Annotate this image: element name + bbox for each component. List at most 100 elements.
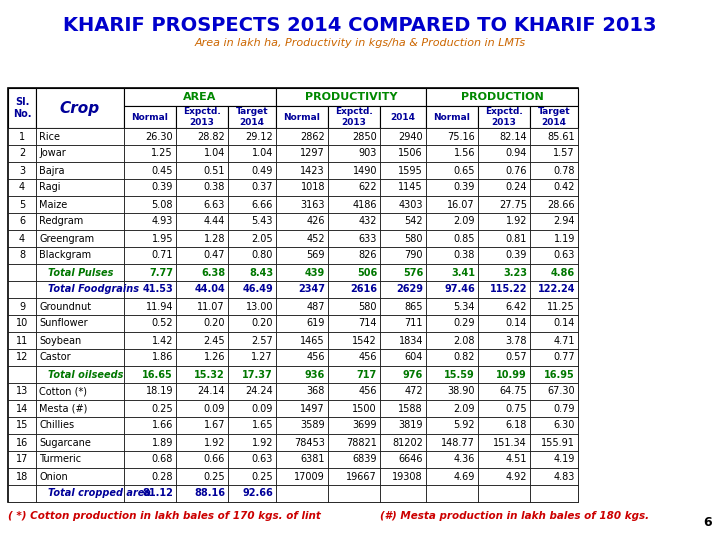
Text: 580: 580 xyxy=(359,301,377,312)
Text: 27.75: 27.75 xyxy=(499,199,527,210)
Text: 1.65: 1.65 xyxy=(251,421,273,430)
Bar xyxy=(36,264,124,281)
Bar xyxy=(176,434,228,451)
Text: Jowar: Jowar xyxy=(39,148,66,159)
Text: 6.18: 6.18 xyxy=(505,421,527,430)
Text: AREA: AREA xyxy=(184,92,217,102)
Bar xyxy=(176,145,228,162)
Bar xyxy=(228,434,276,451)
Text: 16.95: 16.95 xyxy=(544,369,575,380)
Bar xyxy=(380,366,426,383)
Text: 67.30: 67.30 xyxy=(547,387,575,396)
Bar xyxy=(478,128,530,145)
Text: 24.14: 24.14 xyxy=(197,387,225,396)
Bar xyxy=(530,400,578,417)
Bar xyxy=(8,88,36,128)
Bar xyxy=(8,298,36,315)
Text: 28.82: 28.82 xyxy=(197,132,225,141)
Bar xyxy=(124,264,176,281)
Bar xyxy=(176,332,228,349)
Text: 0.39: 0.39 xyxy=(505,251,527,260)
Text: 38.90: 38.90 xyxy=(448,387,475,396)
Bar xyxy=(478,434,530,451)
Text: 1.25: 1.25 xyxy=(151,148,173,159)
Text: Cotton (*): Cotton (*) xyxy=(39,387,87,396)
Text: 5.08: 5.08 xyxy=(151,199,173,210)
Text: 0.68: 0.68 xyxy=(152,455,173,464)
Text: 4: 4 xyxy=(19,233,25,244)
Text: 11.25: 11.25 xyxy=(547,301,575,312)
Bar xyxy=(380,162,426,179)
Text: Chillies: Chillies xyxy=(39,421,74,430)
Text: 3.78: 3.78 xyxy=(505,335,527,346)
Text: 41.53: 41.53 xyxy=(143,285,173,294)
Text: 81202: 81202 xyxy=(392,437,423,448)
Bar xyxy=(124,213,176,230)
Bar xyxy=(276,162,328,179)
Text: 0.76: 0.76 xyxy=(505,165,527,176)
Bar xyxy=(36,383,124,400)
Bar xyxy=(36,417,124,434)
Bar xyxy=(228,213,276,230)
Bar xyxy=(426,88,578,106)
Bar xyxy=(124,179,176,196)
Bar xyxy=(276,332,328,349)
Text: 0.45: 0.45 xyxy=(151,165,173,176)
Bar xyxy=(328,383,380,400)
Bar xyxy=(530,366,578,383)
Text: 6839: 6839 xyxy=(353,455,377,464)
Bar xyxy=(8,400,36,417)
Text: 15.59: 15.59 xyxy=(444,369,475,380)
Text: 82.14: 82.14 xyxy=(500,132,527,141)
Bar xyxy=(276,434,328,451)
Text: 1: 1 xyxy=(19,132,25,141)
Bar xyxy=(36,366,124,383)
Text: 3589: 3589 xyxy=(300,421,325,430)
Text: Soybean: Soybean xyxy=(39,335,81,346)
Text: Crop: Crop xyxy=(60,100,100,116)
Bar xyxy=(276,88,426,106)
Bar xyxy=(478,298,530,315)
Text: 0.63: 0.63 xyxy=(554,251,575,260)
Bar xyxy=(176,366,228,383)
Bar xyxy=(328,106,380,128)
Text: 13: 13 xyxy=(16,387,28,396)
Bar xyxy=(36,213,124,230)
Text: 5: 5 xyxy=(19,199,25,210)
Text: Maize: Maize xyxy=(39,199,67,210)
Bar xyxy=(36,281,124,298)
Text: Normal: Normal xyxy=(433,112,470,122)
Bar xyxy=(36,451,124,468)
Bar xyxy=(478,162,530,179)
Bar xyxy=(124,145,176,162)
Bar xyxy=(276,196,328,213)
Bar xyxy=(276,451,328,468)
Text: 0.65: 0.65 xyxy=(454,165,475,176)
Bar xyxy=(228,485,276,502)
Text: 0.81: 0.81 xyxy=(505,233,527,244)
Text: 6.63: 6.63 xyxy=(204,199,225,210)
Text: 122.24: 122.24 xyxy=(538,285,575,294)
Text: 1423: 1423 xyxy=(300,165,325,176)
Text: 0.14: 0.14 xyxy=(554,319,575,328)
Text: 3.41: 3.41 xyxy=(451,267,475,278)
Text: 368: 368 xyxy=(307,387,325,396)
Bar xyxy=(328,400,380,417)
Text: 1.92: 1.92 xyxy=(204,437,225,448)
Bar xyxy=(380,434,426,451)
Bar xyxy=(380,315,426,332)
Text: 1595: 1595 xyxy=(398,165,423,176)
Text: 8.43: 8.43 xyxy=(249,267,273,278)
Bar xyxy=(176,162,228,179)
Bar xyxy=(276,128,328,145)
Bar xyxy=(530,264,578,281)
Bar xyxy=(124,434,176,451)
Bar xyxy=(328,230,380,247)
Text: 0.82: 0.82 xyxy=(454,353,475,362)
Bar xyxy=(228,230,276,247)
Text: 2.05: 2.05 xyxy=(251,233,273,244)
Bar xyxy=(426,145,478,162)
Bar xyxy=(530,485,578,502)
Bar xyxy=(276,366,328,383)
Text: 0.28: 0.28 xyxy=(151,471,173,482)
